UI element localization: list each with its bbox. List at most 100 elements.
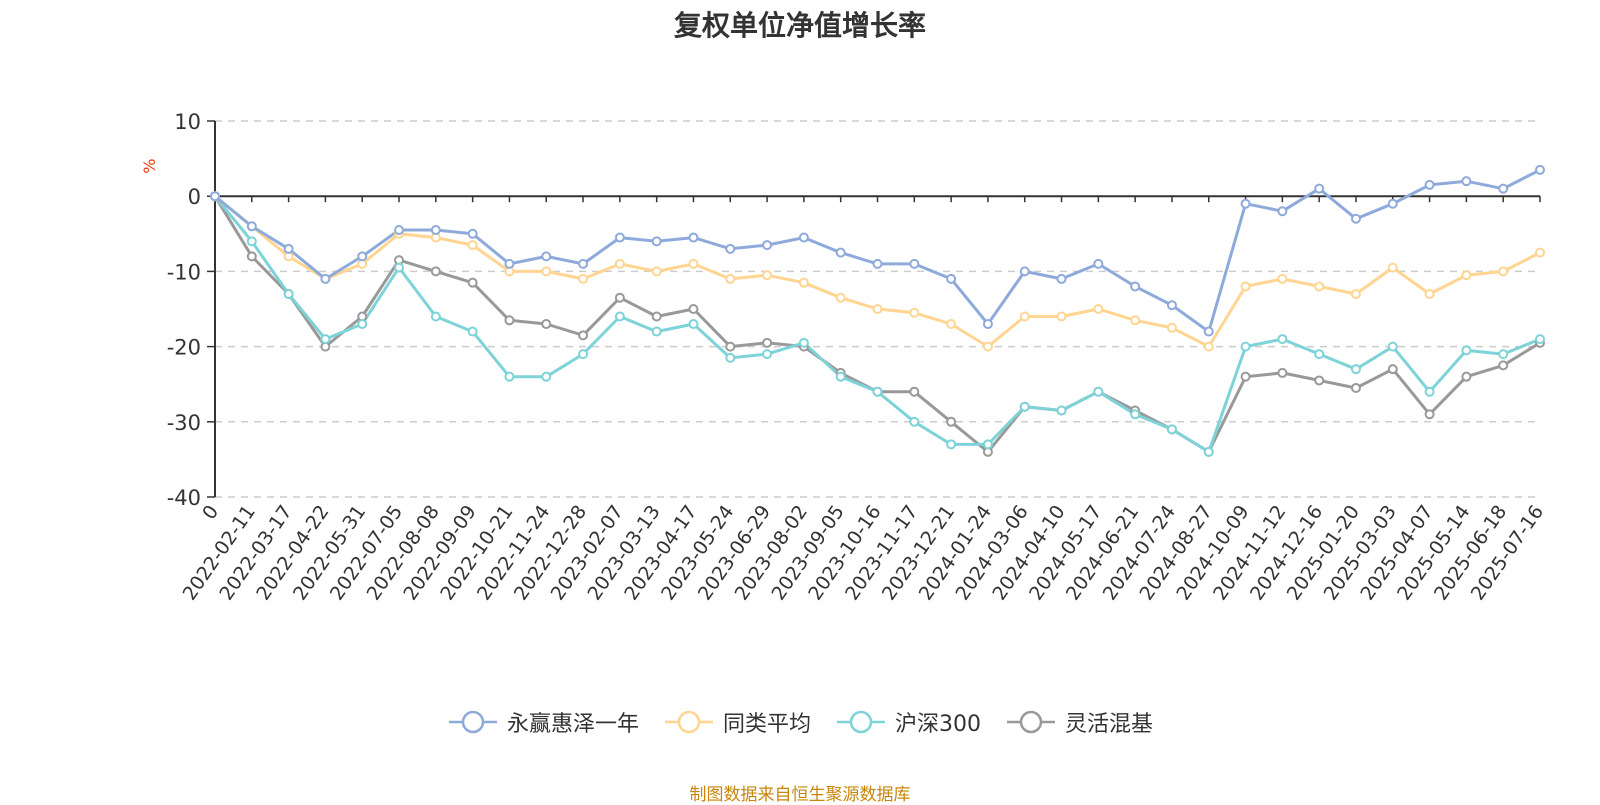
data-point[interactable] (430, 266, 441, 277)
data-point[interactable] (1166, 300, 1177, 311)
data-point[interactable] (1130, 409, 1141, 420)
data-point[interactable] (1461, 176, 1472, 187)
data-point[interactable] (1277, 273, 1288, 284)
data-point[interactable] (541, 319, 552, 330)
data-point[interactable] (1350, 213, 1361, 224)
legend-item[interactable]: 同类平均 (663, 706, 811, 738)
data-point[interactable] (1535, 334, 1545, 345)
data-point[interactable] (725, 243, 736, 254)
data-point[interactable] (467, 277, 478, 288)
data-point[interactable] (1203, 446, 1214, 457)
data-point[interactable] (909, 416, 920, 427)
data-point[interactable] (1056, 311, 1067, 322)
data-point[interactable] (1203, 326, 1214, 337)
data-point[interactable] (909, 386, 920, 397)
data-point[interactable] (246, 221, 257, 232)
data-point[interactable] (1203, 341, 1214, 352)
data-point[interactable] (1387, 364, 1398, 375)
data-point[interactable] (1387, 341, 1398, 352)
data-point[interactable] (1424, 179, 1435, 190)
data-point[interactable] (725, 352, 736, 363)
data-point[interactable] (467, 240, 478, 251)
data-point[interactable] (1019, 266, 1030, 277)
data-point[interactable] (1093, 258, 1104, 269)
data-point[interactable] (1350, 382, 1361, 393)
data-point[interactable] (1498, 266, 1509, 277)
data-point[interactable] (798, 232, 809, 243)
data-point[interactable] (725, 273, 736, 284)
data-point[interactable] (946, 416, 957, 427)
data-point[interactable] (1240, 341, 1251, 352)
data-point[interactable] (283, 243, 294, 254)
data-point[interactable] (357, 251, 368, 262)
data-point[interactable] (578, 330, 589, 341)
data-point[interactable] (946, 439, 957, 450)
data-point[interactable] (688, 232, 699, 243)
data-point[interactable] (578, 258, 589, 269)
data-point[interactable] (504, 258, 515, 269)
data-point[interactable] (430, 225, 441, 236)
data-point[interactable] (1498, 349, 1509, 360)
data-point[interactable] (946, 273, 957, 284)
data-point[interactable] (1130, 281, 1141, 292)
data-point[interactable] (1240, 371, 1251, 382)
data-point[interactable] (246, 251, 257, 262)
data-point[interactable] (1240, 198, 1251, 209)
data-point[interactable] (320, 334, 331, 345)
data-point[interactable] (1535, 164, 1545, 175)
data-point[interactable] (614, 232, 625, 243)
data-point[interactable] (762, 270, 773, 281)
data-point[interactable] (504, 371, 515, 382)
data-point[interactable] (1350, 288, 1361, 299)
data-point[interactable] (467, 326, 478, 337)
legend-item[interactable]: 沪深300 (835, 706, 981, 738)
data-point[interactable] (835, 247, 846, 258)
data-point[interactable] (1424, 409, 1435, 420)
data-point[interactable] (762, 349, 773, 360)
data-point[interactable] (467, 228, 478, 239)
data-point[interactable] (651, 311, 662, 322)
data-point[interactable] (430, 311, 441, 322)
data-point[interactable] (982, 439, 993, 450)
data-point[interactable] (688, 319, 699, 330)
data-point[interactable] (1535, 247, 1545, 258)
data-point[interactable] (1093, 386, 1104, 397)
data-point[interactable] (1166, 322, 1177, 333)
data-point[interactable] (872, 386, 883, 397)
data-point[interactable] (283, 288, 294, 299)
data-point[interactable] (982, 319, 993, 330)
data-point[interactable] (1166, 424, 1177, 435)
data-point[interactable] (688, 258, 699, 269)
data-point[interactable] (762, 240, 773, 251)
legend-item[interactable]: 灵活混基 (1005, 706, 1153, 738)
data-point[interactable] (578, 273, 589, 284)
data-point[interactable] (614, 258, 625, 269)
data-point[interactable] (798, 337, 809, 348)
data-point[interactable] (1056, 405, 1067, 416)
data-point[interactable] (1314, 183, 1325, 194)
data-point[interactable] (1093, 304, 1104, 314)
data-point[interactable] (1240, 281, 1251, 292)
data-point[interactable] (1387, 262, 1398, 273)
data-point[interactable] (1387, 198, 1398, 209)
data-point[interactable] (1314, 375, 1325, 386)
data-point[interactable] (762, 337, 773, 348)
data-point[interactable] (982, 341, 993, 352)
data-point[interactable] (504, 315, 515, 326)
data-point[interactable] (578, 349, 589, 360)
data-point[interactable] (1424, 386, 1435, 397)
data-point[interactable] (946, 319, 957, 330)
data-point[interactable] (1130, 315, 1141, 326)
data-point[interactable] (909, 307, 920, 318)
data-point[interactable] (541, 266, 552, 277)
data-point[interactable] (1498, 360, 1509, 371)
data-point[interactable] (394, 262, 405, 273)
data-point[interactable] (614, 311, 625, 322)
data-point[interactable] (835, 371, 846, 382)
data-point[interactable] (1277, 367, 1288, 378)
data-point[interactable] (872, 258, 883, 269)
data-point[interactable] (798, 277, 809, 288)
data-point[interactable] (1461, 270, 1472, 281)
data-point[interactable] (688, 304, 699, 314)
data-point[interactable] (651, 326, 662, 337)
